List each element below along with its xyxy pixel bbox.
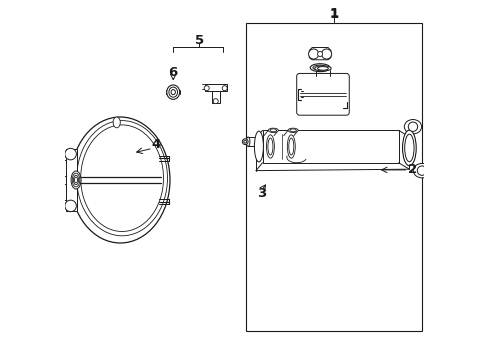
Ellipse shape	[412, 163, 430, 178]
Circle shape	[60, 159, 62, 161]
Text: 1: 1	[328, 7, 338, 20]
Circle shape	[59, 158, 63, 162]
Circle shape	[59, 198, 63, 202]
Ellipse shape	[222, 86, 227, 91]
Circle shape	[321, 49, 331, 59]
Text: 5: 5	[195, 34, 203, 47]
Ellipse shape	[287, 135, 295, 158]
Circle shape	[407, 122, 417, 131]
Bar	[204, 84, 227, 91]
Text: 3: 3	[257, 187, 266, 200]
Ellipse shape	[312, 65, 326, 70]
Ellipse shape	[404, 134, 413, 162]
Ellipse shape	[309, 64, 329, 72]
Bar	[66, 149, 77, 211]
Bar	[262, 130, 398, 163]
Text: 6: 6	[168, 66, 178, 78]
Ellipse shape	[71, 171, 81, 189]
Ellipse shape	[268, 128, 278, 132]
Ellipse shape	[70, 117, 170, 243]
Ellipse shape	[314, 66, 330, 71]
Text: 4: 4	[151, 138, 160, 151]
Ellipse shape	[246, 137, 249, 147]
Circle shape	[50, 185, 55, 191]
Circle shape	[317, 51, 322, 57]
Circle shape	[65, 200, 76, 212]
Ellipse shape	[317, 67, 328, 70]
Ellipse shape	[289, 129, 296, 132]
Text: 1: 1	[328, 8, 338, 21]
Ellipse shape	[266, 135, 274, 158]
Polygon shape	[309, 48, 330, 60]
Ellipse shape	[73, 175, 79, 185]
Ellipse shape	[254, 131, 263, 162]
Ellipse shape	[74, 177, 78, 183]
Text: 2: 2	[407, 163, 417, 176]
Circle shape	[416, 166, 426, 175]
Ellipse shape	[404, 120, 421, 134]
Ellipse shape	[213, 99, 218, 104]
Circle shape	[50, 169, 55, 175]
Ellipse shape	[72, 173, 80, 187]
Ellipse shape	[269, 129, 276, 132]
Ellipse shape	[287, 128, 298, 132]
Ellipse shape	[242, 139, 247, 145]
Circle shape	[308, 49, 318, 59]
Ellipse shape	[113, 117, 120, 128]
Ellipse shape	[402, 130, 415, 166]
Ellipse shape	[244, 140, 246, 143]
Ellipse shape	[288, 138, 293, 155]
Circle shape	[60, 199, 62, 201]
Bar	[212, 89, 220, 103]
FancyBboxPatch shape	[296, 73, 348, 115]
Bar	[246, 23, 421, 331]
Ellipse shape	[267, 138, 272, 155]
Ellipse shape	[166, 85, 179, 99]
Ellipse shape	[171, 90, 175, 95]
Circle shape	[65, 148, 76, 160]
Ellipse shape	[204, 86, 209, 91]
Ellipse shape	[168, 87, 177, 97]
